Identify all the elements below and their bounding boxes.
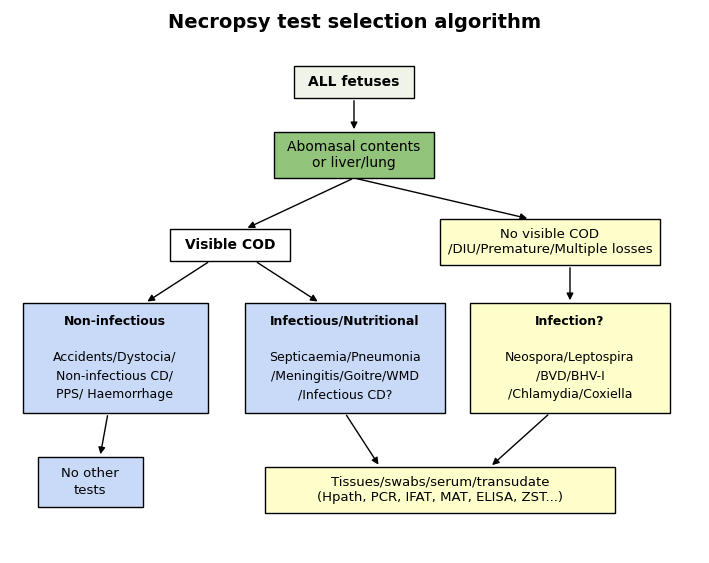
Text: /Infectious CD?: /Infectious CD? (298, 388, 392, 401)
Text: Neospora/Leptospira: Neospora/Leptospira (506, 351, 635, 364)
Text: PPS/ Haemorrhage: PPS/ Haemorrhage (57, 388, 174, 401)
Text: Accidents/Dystocia/: Accidents/Dystocia/ (53, 351, 177, 364)
Text: Septicaemia/Pneumonia: Septicaemia/Pneumonia (269, 351, 421, 364)
Text: /DIU/Premature/Multiple losses: /DIU/Premature/Multiple losses (447, 243, 652, 256)
Text: No other: No other (61, 467, 119, 480)
Text: Non-infectious: Non-infectious (64, 315, 166, 328)
Text: ALL fetuses: ALL fetuses (308, 75, 400, 89)
Text: Infection?: Infection? (535, 315, 605, 328)
FancyBboxPatch shape (23, 303, 208, 413)
FancyBboxPatch shape (265, 467, 615, 513)
Text: No visible COD: No visible COD (501, 228, 600, 241)
FancyBboxPatch shape (245, 303, 445, 413)
Text: tests: tests (74, 484, 106, 497)
Text: (Hpath, PCR, IFAT, MAT, ELISA, ZST...): (Hpath, PCR, IFAT, MAT, ELISA, ZST...) (317, 491, 563, 504)
Text: Non-infectious CD/: Non-infectious CD/ (57, 370, 174, 383)
Text: /Chlamydia/Coxiella: /Chlamydia/Coxiella (508, 388, 632, 401)
Text: /BVD/BHV-I: /BVD/BHV-I (535, 370, 604, 383)
Text: Necropsy test selection algorithm: Necropsy test selection algorithm (168, 12, 541, 32)
FancyBboxPatch shape (38, 457, 143, 507)
Text: Visible COD: Visible COD (185, 238, 275, 252)
Text: Tissues/swabs/serum/transudate: Tissues/swabs/serum/transudate (331, 476, 549, 489)
Text: or liver/lung: or liver/lung (312, 155, 396, 169)
FancyBboxPatch shape (470, 303, 670, 413)
FancyBboxPatch shape (170, 229, 290, 261)
Text: Infectious/Nutritional: Infectious/Nutritional (270, 315, 420, 328)
Text: /Meningitis/Goitre/WMD: /Meningitis/Goitre/WMD (271, 370, 419, 383)
FancyBboxPatch shape (294, 66, 414, 98)
Text: Abomasal contents: Abomasal contents (287, 140, 420, 154)
FancyBboxPatch shape (440, 219, 660, 265)
FancyBboxPatch shape (274, 132, 434, 178)
